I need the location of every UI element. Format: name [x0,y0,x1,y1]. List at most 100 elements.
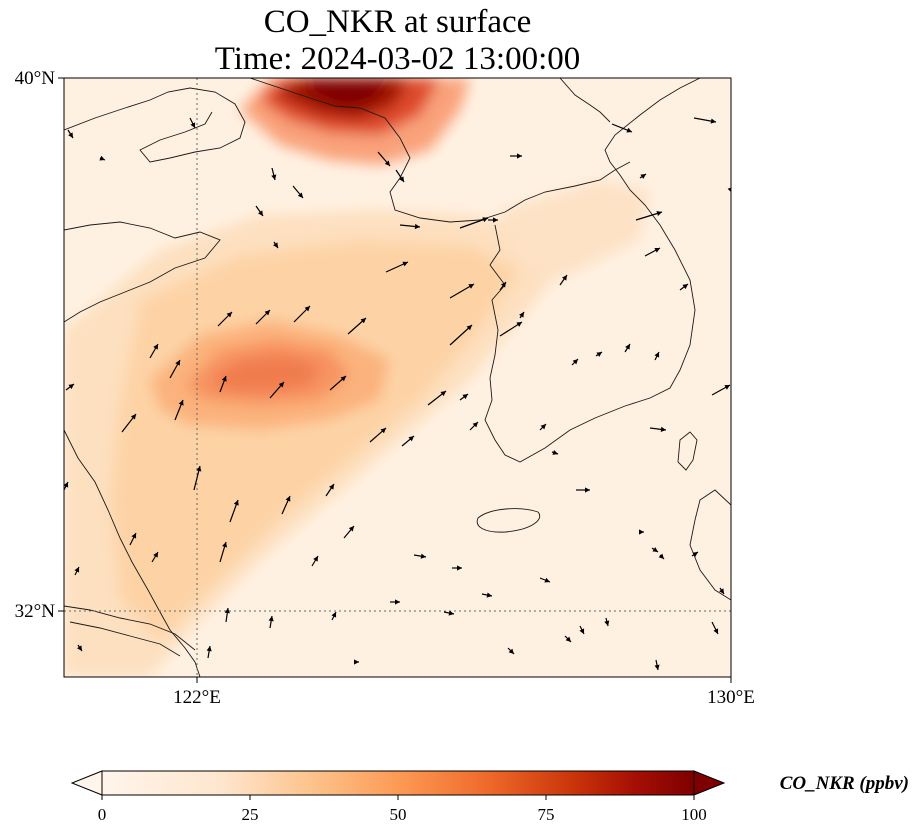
wind-vector-head [500,282,506,288]
wind-vector-head [74,567,80,573]
japan-island [677,431,698,471]
wind-vector-head [408,436,414,442]
wind-vector-head [565,636,571,642]
colorbar-tick-0: 0 [98,805,107,824]
coastline-korea-west [484,78,701,463]
wind-vector-head [264,310,270,316]
wind-vector-head [508,648,514,654]
wind-vector-head [68,384,74,390]
wind-vector-head [692,552,698,557]
colorbar-tick-75: 75 [538,805,555,824]
wind-vector-head [130,414,136,420]
map-frame [63,77,732,678]
wind-vector-head [482,217,488,223]
wind-vector-head [596,352,602,357]
coastline-china-east [64,221,221,323]
wind-vector-head [384,160,390,166]
wind-vector-head [519,312,524,318]
wind-vector-head [402,261,408,267]
wind-vector-head [727,187,731,193]
wind-vector-head [440,391,446,397]
colorbar-extend-min [70,770,103,796]
wind-vector-head [271,174,277,180]
lon-tick-label-122: 122°E [173,687,221,708]
lat-tick-label-40: 40°N [15,68,56,89]
wind-vector-head [640,174,646,179]
wind-vector-head [468,284,474,289]
wind-vector-head [77,645,82,651]
axis-ticks [58,77,732,683]
wind-vector-head [190,122,196,128]
wind-vector-head [552,449,558,455]
colorbar: 0 25 50 75 100 CO_NKR (ppbv) [70,770,909,824]
wind-vector-head [153,552,158,558]
coastline-korea-north [559,78,611,123]
wind-vector-head [654,352,660,358]
lat-tick-label-32: 32°N [15,601,56,622]
wind-vector-head [395,599,400,605]
wind-vector-head [448,610,454,616]
map-title: CO_NKR at surface [263,4,532,40]
wind-vector-head [682,284,688,290]
wind-vector-head [585,487,590,493]
map-area [64,78,731,677]
wind-vector-head [710,118,716,124]
wind-vector-head [331,612,337,618]
wind-vector-head [658,553,664,559]
wind-vector-head [340,376,346,382]
wind-vector-head [713,628,719,634]
wind-vector-head [544,577,550,583]
wind-vector-head [178,400,184,406]
wind-vector-head [285,496,291,502]
wind-vector-head [360,318,366,324]
wind-vector-head [540,424,546,430]
wind-vector-head [153,344,158,350]
lon-tick-label-130: 130°E [707,687,755,708]
wind-vector-head [654,248,660,253]
wind-vector-head [273,242,278,248]
coastline-north [249,78,631,223]
wind-vector-head [516,322,522,327]
colorbar-gradient [101,770,695,796]
wind-vector-head [626,127,632,133]
wind-vector-head [196,466,202,472]
colorbar-tick-25: 25 [242,805,259,824]
coastlines [64,78,731,677]
concentration-field [64,78,650,677]
wind-vector-head [68,132,73,138]
colorbar-tick-100: 100 [681,805,707,824]
wind-vector-head [329,484,334,490]
wind-vector-head [233,500,239,506]
wind-vector-head [604,620,610,626]
wind-vector-head [562,275,567,281]
wind-vector-head [206,646,212,652]
wind-vector-head [457,565,462,571]
wind-vector-head [380,428,386,434]
wind-vector-head [64,482,69,488]
wind-vector-head [348,526,354,532]
gridlines [64,78,731,677]
yangtze-estuary [64,605,196,657]
wind-vector-head [652,547,658,552]
colorbar-extend-max [693,770,726,796]
wind-vector-head [472,422,478,428]
coastline-liaodong [64,87,246,163]
wind-vector-head [579,628,585,634]
wind-vector-head [224,608,230,614]
wind-vector-head [420,553,426,559]
wind-vector-head [313,556,318,562]
wind-vector-head [625,344,630,350]
wind-vector-head [278,382,284,388]
wind-vector-head [517,153,522,159]
wind-vector-head [175,360,180,366]
map-subtitle-time: Time: 2024-03-02 13:00:00 [214,41,581,77]
wind-vector-head [724,385,730,390]
wind-vector-head [99,155,105,161]
wind-vector-head [660,426,666,432]
wind-vector-head [304,306,310,312]
wind-vector-head [268,616,274,622]
wind-vector-head [399,176,404,182]
wind-vector-head [258,210,263,216]
wind-vector-head [222,542,228,548]
